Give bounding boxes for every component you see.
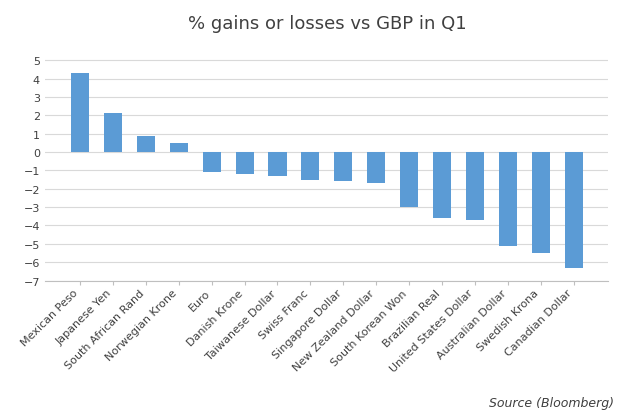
Bar	[170, 143, 188, 153]
Title: % gains or losses vs GBP in Q1: % gains or losses vs GBP in Q1	[187, 15, 466, 33]
Bar	[71, 74, 89, 153]
Bar	[203, 153, 221, 173]
Bar	[498, 153, 517, 246]
Bar	[466, 153, 484, 221]
Bar	[564, 153, 582, 268]
Bar	[236, 153, 254, 175]
Bar	[137, 136, 155, 153]
Bar	[433, 153, 451, 218]
Bar	[104, 114, 122, 153]
Bar	[532, 153, 550, 253]
Bar	[367, 153, 385, 184]
Bar	[400, 153, 418, 208]
Bar	[302, 153, 319, 181]
Bar	[268, 153, 287, 176]
Text: Source (Bloomberg): Source (Bloomberg)	[490, 396, 614, 409]
Bar	[334, 153, 352, 182]
